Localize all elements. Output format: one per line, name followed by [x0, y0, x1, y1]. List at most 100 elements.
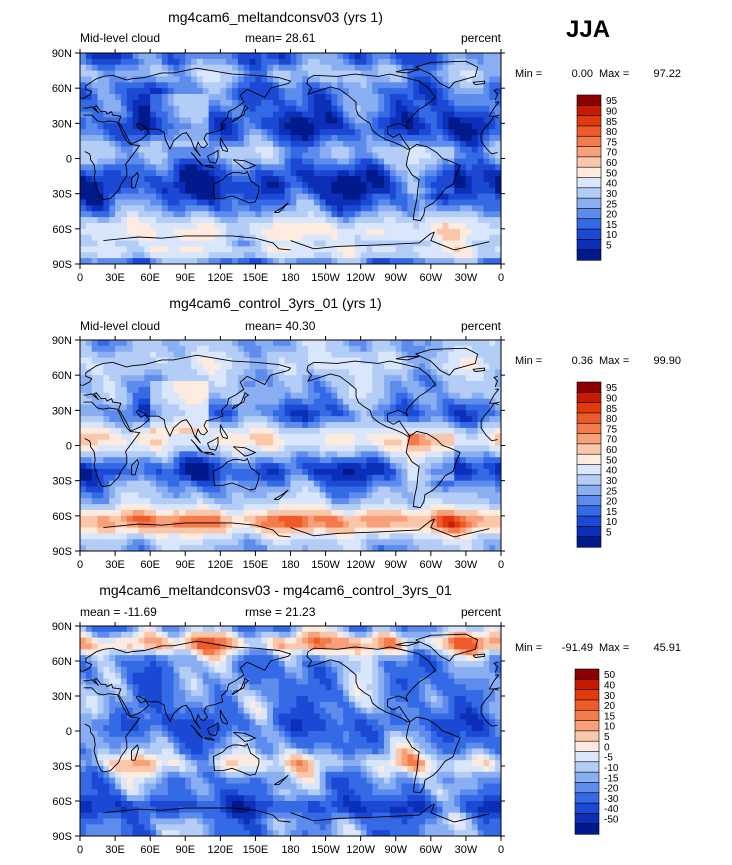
heatmap-cell [115, 504, 122, 511]
heatmap-cell [407, 240, 414, 248]
heatmap-cell [126, 64, 134, 72]
heatmap-cell [413, 392, 420, 400]
heatmap-cell [267, 111, 274, 119]
heatmap-cell [261, 152, 268, 160]
heatmap-cell [272, 105, 280, 113]
heatmap-cell [173, 498, 181, 505]
heatmap-cell [477, 445, 485, 452]
heatmap-cell [138, 82, 145, 89]
heatmap-cell [325, 392, 333, 400]
heatmap-cell [319, 340, 327, 347]
heatmap-cell [243, 76, 251, 83]
colorbar-label: 10 [606, 230, 618, 241]
heatmap-cell [185, 252, 192, 259]
heatmap-cell [296, 58, 303, 66]
heatmap-cell [360, 422, 368, 429]
heatmap-cell [272, 181, 280, 189]
heatmap-cell [384, 422, 391, 429]
heatmap-cell [208, 375, 216, 382]
heatmap-cell [430, 258, 438, 264]
heatmap-cell [249, 135, 257, 142]
heatmap-cell [378, 392, 385, 400]
stat-max-label: Max = [599, 68, 629, 80]
heatmap-cell [348, 99, 356, 107]
heatmap-cell [208, 152, 216, 160]
heatmap-cell [150, 375, 157, 382]
heatmap-cell [460, 480, 467, 488]
heatmap-cell [343, 357, 350, 365]
heatmap-cell [389, 211, 397, 218]
heatmap-cell [191, 146, 198, 154]
heatmap-cell [109, 357, 116, 365]
heatmap-cell [401, 187, 409, 195]
heatmap-cell [132, 88, 140, 95]
heatmap-cell [109, 422, 116, 429]
heatmap-cell [91, 181, 99, 189]
heatmap-cell [85, 82, 93, 89]
heatmap-cell [360, 509, 368, 517]
heatmap-cell [278, 433, 286, 441]
coastline [405, 143, 461, 222]
heatmap-cell [185, 398, 192, 406]
heatmap-cell [150, 509, 157, 517]
heatmap-cell [419, 240, 426, 248]
heatmap-cell [436, 222, 444, 230]
heatmap-cell [401, 111, 409, 119]
heatmap-cell [97, 152, 104, 160]
heatmap-cell [477, 205, 485, 212]
heatmap-cell [489, 176, 496, 183]
heatmap-cell [80, 228, 87, 236]
heatmap-cell [185, 193, 192, 201]
heatmap-cell [471, 369, 479, 376]
heatmap-cell [267, 351, 274, 359]
heatmap-cell [337, 228, 344, 236]
heatmap-cell [465, 515, 473, 523]
heatmap-cell [278, 486, 286, 493]
heatmap-cell [185, 82, 192, 89]
heatmap-cell [354, 211, 362, 218]
heatmap-cell [366, 187, 373, 195]
heatmap-cell [319, 369, 327, 376]
heatmap-cell [471, 351, 479, 359]
heatmap-cell [103, 422, 110, 429]
heatmap-cell [214, 386, 221, 394]
heatmap-cell [232, 99, 239, 107]
heatmap-cell [138, 515, 145, 523]
heatmap-cell [249, 64, 257, 72]
heatmap-cell [477, 451, 485, 458]
heatmap-cell [460, 357, 467, 365]
heatmap-cell [337, 351, 344, 359]
heatmap-cell [325, 99, 333, 107]
heatmap-cell [337, 140, 344, 148]
heatmap-cell [337, 457, 344, 464]
heatmap-cell [419, 381, 426, 388]
heatmap-cell [109, 158, 116, 165]
heatmap-cell [220, 105, 227, 113]
heatmap-cell [138, 135, 145, 142]
heatmap-cell [483, 117, 490, 124]
heatmap-cell [196, 416, 204, 423]
heatmap-cell [296, 199, 303, 206]
heatmap-cell [343, 439, 350, 447]
heatmap-cell [384, 217, 391, 224]
heatmap-cell [489, 70, 496, 78]
heatmap-cell [296, 445, 303, 452]
heatmap-cell [477, 463, 485, 470]
heatmap-cell [85, 445, 93, 452]
heatmap-cell [237, 82, 245, 89]
heatmap-cell [389, 515, 397, 523]
heatmap-cell [442, 252, 449, 259]
heatmap-cell [495, 439, 501, 447]
heatmap-cell [226, 105, 233, 113]
heatmap-cell [395, 187, 403, 195]
heatmap-cell [319, 211, 327, 218]
heatmap-cell [261, 146, 268, 154]
heatmap-cell [85, 258, 93, 264]
heatmap-cell [319, 504, 327, 511]
heatmap-cell [378, 146, 385, 154]
heatmap-cell [348, 486, 356, 493]
heatmap-cell [220, 480, 227, 488]
heatmap-cell [413, 99, 420, 107]
heatmap-cell [454, 357, 461, 365]
heatmap-cell [366, 129, 373, 136]
